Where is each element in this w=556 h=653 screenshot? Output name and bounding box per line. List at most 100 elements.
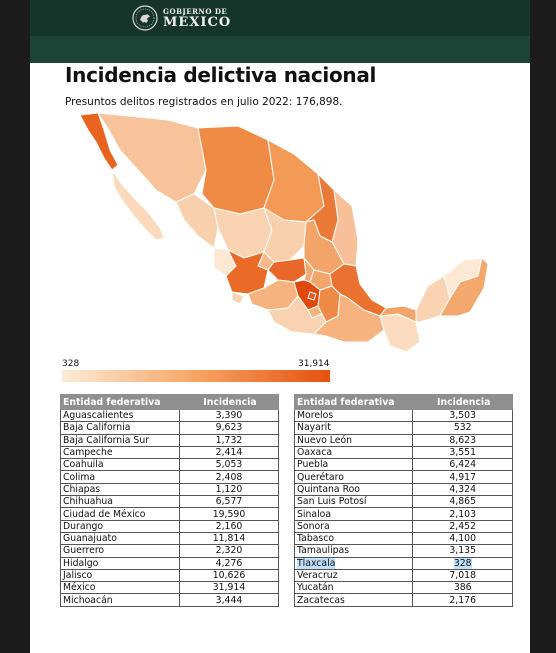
table-row: Yucatán 386 (293, 581, 513, 595)
state-name-cell: Sonora (293, 519, 414, 533)
state-name-cell: Michoacán (60, 593, 180, 607)
state-name-cell: Quintana Roo (293, 482, 414, 497)
incidence-value-cell: 4,917 (412, 470, 513, 484)
mexico-choropleth-map (79, 112, 488, 353)
state-name-cell: Baja California (60, 421, 180, 435)
states-table-left: Entidad federativa Incidencia Aguascalie… (60, 394, 280, 607)
map-region-baja-california-sur (111, 169, 165, 241)
state-name-cell: Aguascalientes (60, 408, 180, 423)
table-row: Tabasco 4,100 (293, 531, 513, 546)
gobierno-logo: GOBIERNO DE MÉXICO (132, 5, 231, 31)
state-name-cell: Yucatán (293, 581, 414, 595)
state-name-cell: Jalisco (60, 568, 180, 583)
incidence-value-cell: 11,814 (178, 531, 280, 546)
map-region-guanajuato (267, 257, 307, 283)
incidence-value-cell: 4,100 (412, 531, 513, 546)
table-row: Michoacán 3,444 (60, 593, 280, 607)
state-name-cell: Durango (60, 519, 180, 533)
state-name-cell: Colima (60, 470, 180, 484)
logo-line2: MÉXICO (163, 14, 232, 30)
table-row: Ciudad de México 19,590 (60, 507, 280, 521)
table-row: Morelos 3,503 (293, 408, 513, 423)
table-row: Veracruz 7,018 (293, 568, 513, 583)
table-row: Quintana Roo 4,324 (293, 482, 513, 497)
table-row: Jalisco 10,626 (60, 568, 280, 583)
incidence-value-cell: 2,103 (412, 507, 513, 521)
incidence-value-cell: 3,135 (412, 544, 513, 558)
table-row: Campeche 2,414 (60, 445, 280, 460)
eagle-seal-icon (132, 5, 158, 31)
states-table-right: Entidad federativa Incidencia Morelos 3,5… (293, 394, 513, 607)
map-region-colima (231, 291, 245, 305)
legend-min-label: 328 (62, 359, 80, 369)
state-name-cell: San Luis Potosí (293, 495, 414, 509)
table-row: Querétaro 4,917 (293, 470, 513, 484)
table-row: Hidalgo 4,276 (60, 556, 280, 570)
page-title: Incidencia delictiva nacional (65, 63, 377, 87)
state-name-cell: Guanajuato (60, 531, 180, 546)
state-name-cell: Querétaro (293, 470, 414, 484)
state-name-cell: México (60, 581, 180, 595)
map-region-guerrero (267, 295, 327, 335)
table-row: Tamaulipas 3,135 (293, 544, 513, 558)
state-name-cell: Sinaloa (293, 507, 414, 521)
incidence-value-cell: 4,324 (412, 482, 513, 497)
column-header-incidencia: Incidencia (412, 394, 513, 410)
table-row: Chiapas 1,120 (60, 482, 280, 497)
incidence-value-cell: 10,626 (178, 568, 280, 583)
table-row: Nayarit 532 (293, 421, 513, 435)
page-subtitle: Presuntos delitos registrados en julio 2… (65, 96, 343, 108)
state-name-cell: Tlaxcala (293, 556, 414, 570)
map-region-chihuahua (197, 125, 275, 215)
table-row: Aguascalientes 3,390 (60, 408, 280, 423)
legend-color-scale (62, 370, 330, 382)
incidence-value-cell: 386 (412, 581, 513, 595)
incidence-value-cell: 3,390 (178, 408, 280, 423)
table-row: Guerrero 2,320 (60, 544, 280, 558)
state-name-cell: Veracruz (293, 568, 414, 583)
incidence-value-cell: 4,276 (178, 556, 280, 570)
header-bar: GOBIERNO DE MÉXICO (30, 0, 530, 63)
state-name-cell: Morelos (293, 408, 414, 423)
incidence-value-cell: 31,914 (178, 581, 280, 595)
table-row: Chihuahua 6,577 (60, 495, 280, 509)
incidence-value-cell: 328 (412, 556, 513, 570)
incidence-value-cell: 5,053 (178, 458, 280, 472)
map-region-cdmx (307, 291, 317, 301)
table-row: Colima 2,408 (60, 470, 280, 484)
incidence-value-cell: 7,018 (412, 568, 513, 583)
table-row: Oaxaca 3,551 (293, 445, 513, 460)
table-row: Puebla 6,424 (293, 458, 513, 472)
table-row: Coahuila 5,053 (60, 458, 280, 472)
state-name-cell: Chihuahua (60, 495, 180, 509)
state-name-cell: Oaxaca (293, 445, 414, 460)
incidence-value-cell: 3,444 (178, 593, 280, 607)
incidence-value-cell: 19,590 (178, 507, 280, 521)
incidence-value-cell: 532 (412, 421, 513, 435)
table-row: Sonora 2,452 (293, 519, 513, 533)
state-name-cell: Guerrero (60, 544, 180, 558)
table-row: Baja California Sur 1,732 (60, 433, 280, 447)
map-region-quintana-roo (439, 257, 488, 317)
table-row: Baja California 9,623 (60, 421, 280, 435)
state-name-cell: Ciudad de México (60, 507, 180, 521)
incidence-value-cell: 6,424 (412, 458, 513, 472)
state-name-cell: Hidalgo (60, 556, 180, 570)
incidence-value-cell: 6,577 (178, 495, 280, 509)
incidence-value-cell: 1,120 (178, 482, 280, 497)
state-name-cell: Nuevo León (293, 433, 414, 447)
table-row: Durango 2,160 (60, 519, 280, 533)
incidence-value-cell: 2,452 (412, 519, 513, 533)
map-region-jalisco (225, 248, 269, 295)
incidence-value-cell: 2,320 (178, 544, 280, 558)
incidence-value-cell: 2,160 (178, 519, 280, 533)
legend-max-label: 31,914 (298, 359, 330, 369)
incidence-value-cell: 4,865 (412, 495, 513, 509)
state-name-cell: Coahuila (60, 458, 180, 472)
table-row: Tlaxcala 328 (293, 556, 513, 570)
incidence-value-cell: 3,503 (412, 408, 513, 423)
incidence-value-cell: 1,732 (178, 433, 280, 447)
table-row: Guanajuato 11,814 (60, 531, 280, 546)
state-name-cell: Puebla (293, 458, 414, 472)
logo-line1: GOBIERNO DE (163, 6, 228, 16)
